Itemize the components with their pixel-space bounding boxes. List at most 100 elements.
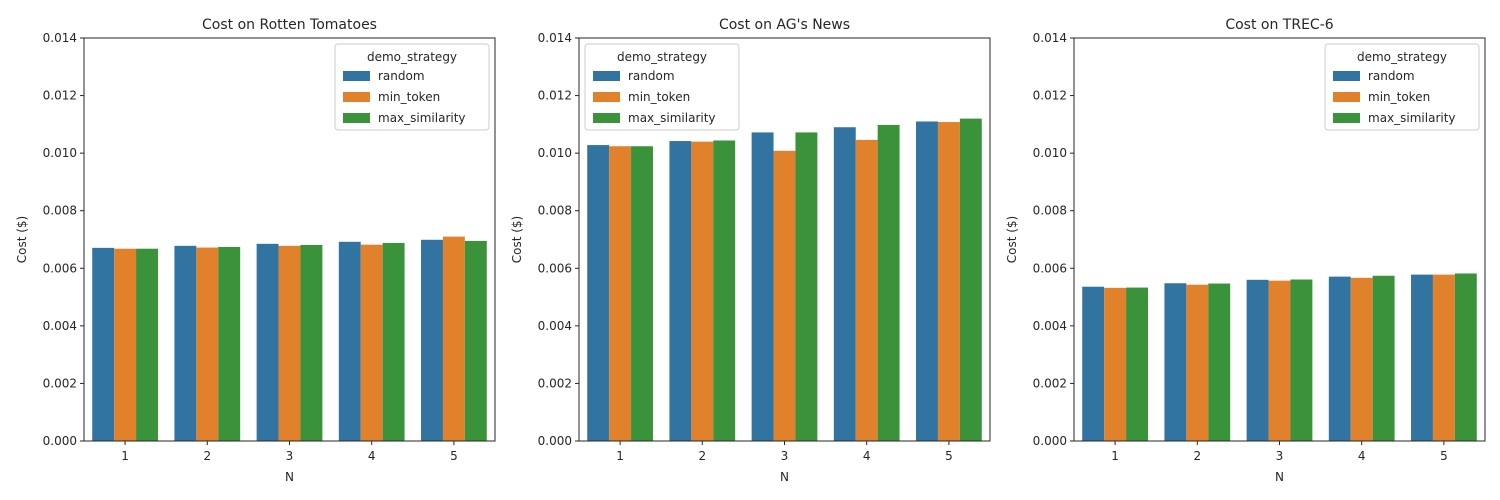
bar-max_similarity-5 — [1454, 273, 1477, 441]
legend-box — [584, 43, 740, 131]
bar-min_token-4 — [360, 244, 383, 441]
y-tick-label: 0.002 — [43, 376, 77, 390]
bar-max_similarity-3 — [300, 244, 323, 441]
legend-title: demo_strategy — [367, 50, 457, 64]
bar-min_token-4 — [1350, 277, 1373, 441]
legend-swatch-random — [1333, 71, 1360, 81]
bar-random-4 — [338, 241, 361, 441]
y-tick-label: 0.004 — [538, 319, 572, 333]
y-tick-label: 0.004 — [43, 319, 77, 333]
x-tick-label: 1 — [121, 449, 129, 463]
y-tick-label: 0.006 — [538, 261, 572, 275]
legend-label-random: random — [628, 69, 675, 83]
bar-min_token-1 — [609, 146, 632, 441]
legend-swatch-random — [343, 71, 370, 81]
bar-random-3 — [256, 243, 279, 441]
x-tick-label: 2 — [698, 449, 706, 463]
bar-random-4 — [1328, 276, 1351, 441]
x-tick-label: 3 — [286, 449, 294, 463]
bar-min_token-1 — [1104, 287, 1127, 441]
bar-min_token-1 — [114, 248, 137, 441]
legend-swatch-max_similarity — [343, 113, 370, 123]
chart-title: Cost on Rotten Tomatoes — [202, 17, 377, 33]
bar-random-4 — [833, 127, 856, 441]
bar-max_similarity-1 — [631, 146, 653, 441]
bar-max_similarity-3 — [795, 132, 818, 441]
bar-min_token-3 — [1268, 280, 1291, 441]
bar-max_similarity-1 — [1126, 287, 1148, 441]
x-tick-label: 5 — [450, 449, 458, 463]
x-tick-label: 4 — [1358, 449, 1366, 463]
bar-random-1 — [587, 145, 610, 441]
legend-swatch-max_similarity — [1333, 113, 1360, 123]
y-tick-label: 0.012 — [538, 89, 572, 103]
bar-random-3 — [751, 132, 774, 441]
y-tick-label: 0.014 — [1033, 31, 1067, 45]
bar-min_token-5 — [442, 236, 465, 441]
y-tick-label: 0.010 — [1033, 146, 1067, 160]
bar-max_similarity-4 — [877, 124, 900, 441]
bar-min_token-4 — [855, 139, 878, 441]
legend-swatch-min_token — [343, 92, 370, 102]
y-tick-label: 0.008 — [1033, 204, 1067, 218]
y-axis-label: Cost ($) — [15, 216, 29, 264]
bar-random-1 — [92, 247, 115, 441]
legend-swatch-random — [593, 71, 620, 81]
x-axis-label: N — [285, 470, 294, 484]
plot-frame — [578, 37, 991, 442]
chart-panel-2: Cost on AG's News 0.000 0.002 0.004 0.006 0.0… — [510, 17, 991, 484]
bar-min_token-2 — [1186, 284, 1209, 441]
y-axis-label: Cost ($) — [510, 216, 524, 264]
chart-panel-3: Cost on TREC-6 0.000 0.002 0.004 0.006 0.008 0… — [1005, 17, 1486, 484]
chart-title: Cost on AG's News — [719, 17, 850, 33]
bar-random-2 — [1164, 283, 1187, 441]
legend-title: demo_strategy — [617, 50, 707, 64]
plot-frame — [83, 37, 496, 442]
bar-max_similarity-2 — [1208, 283, 1231, 441]
legend-label-random: random — [1368, 69, 1415, 83]
y-tick-label: 0.014 — [43, 31, 77, 45]
y-tick-label: 0.012 — [1033, 89, 1067, 103]
y-tick-label: 0.006 — [1033, 261, 1067, 275]
y-tick-label: 0.000 — [1033, 434, 1067, 448]
y-axis-label: Cost ($) — [1005, 216, 1019, 264]
x-tick-label: 5 — [945, 449, 953, 463]
plot-frame — [1073, 37, 1486, 442]
bar-random-5 — [916, 121, 938, 441]
legend-swatch-min_token — [593, 92, 620, 102]
bar-min_token-3 — [278, 245, 301, 441]
bar-min_token-3 — [773, 150, 796, 441]
y-tick-label: 0.002 — [538, 376, 572, 390]
legend-label-max_similarity: max_similarity — [378, 111, 466, 125]
x-tick-label: 2 — [203, 449, 211, 463]
bar-random-2 — [174, 245, 197, 441]
y-tick-label: 0.014 — [538, 31, 572, 45]
legend-box — [1324, 43, 1480, 131]
bar-min_token-5 — [937, 122, 960, 441]
y-tick-label: 0.006 — [43, 261, 77, 275]
bar-max_similarity-5 — [959, 118, 982, 441]
bar-random-5 — [1411, 274, 1433, 441]
y-tick-label: 0.000 — [43, 434, 77, 448]
x-tick-label: 5 — [1440, 449, 1448, 463]
bar-min_token-2 — [691, 141, 714, 441]
y-tick-label: 0.010 — [538, 146, 572, 160]
x-tick-label: 3 — [781, 449, 789, 463]
y-tick-label: 0.000 — [538, 434, 572, 448]
legend-label-min_token: min_token — [1368, 90, 1430, 104]
x-axis-label: N — [1275, 470, 1284, 484]
bar-max_similarity-3 — [1290, 279, 1313, 441]
x-tick-label: 4 — [863, 449, 871, 463]
x-tick-label: 1 — [616, 449, 624, 463]
bar-random-3 — [1246, 279, 1269, 441]
x-tick-label: 2 — [1193, 449, 1201, 463]
bar-random-1 — [1082, 286, 1105, 441]
legend-label-random: random — [378, 69, 425, 83]
legend-label-min_token: min_token — [378, 90, 440, 104]
chart-title: Cost on TREC-6 — [1225, 17, 1333, 33]
bar-max_similarity-2 — [713, 140, 736, 441]
x-tick-label: 1 — [1111, 449, 1119, 463]
